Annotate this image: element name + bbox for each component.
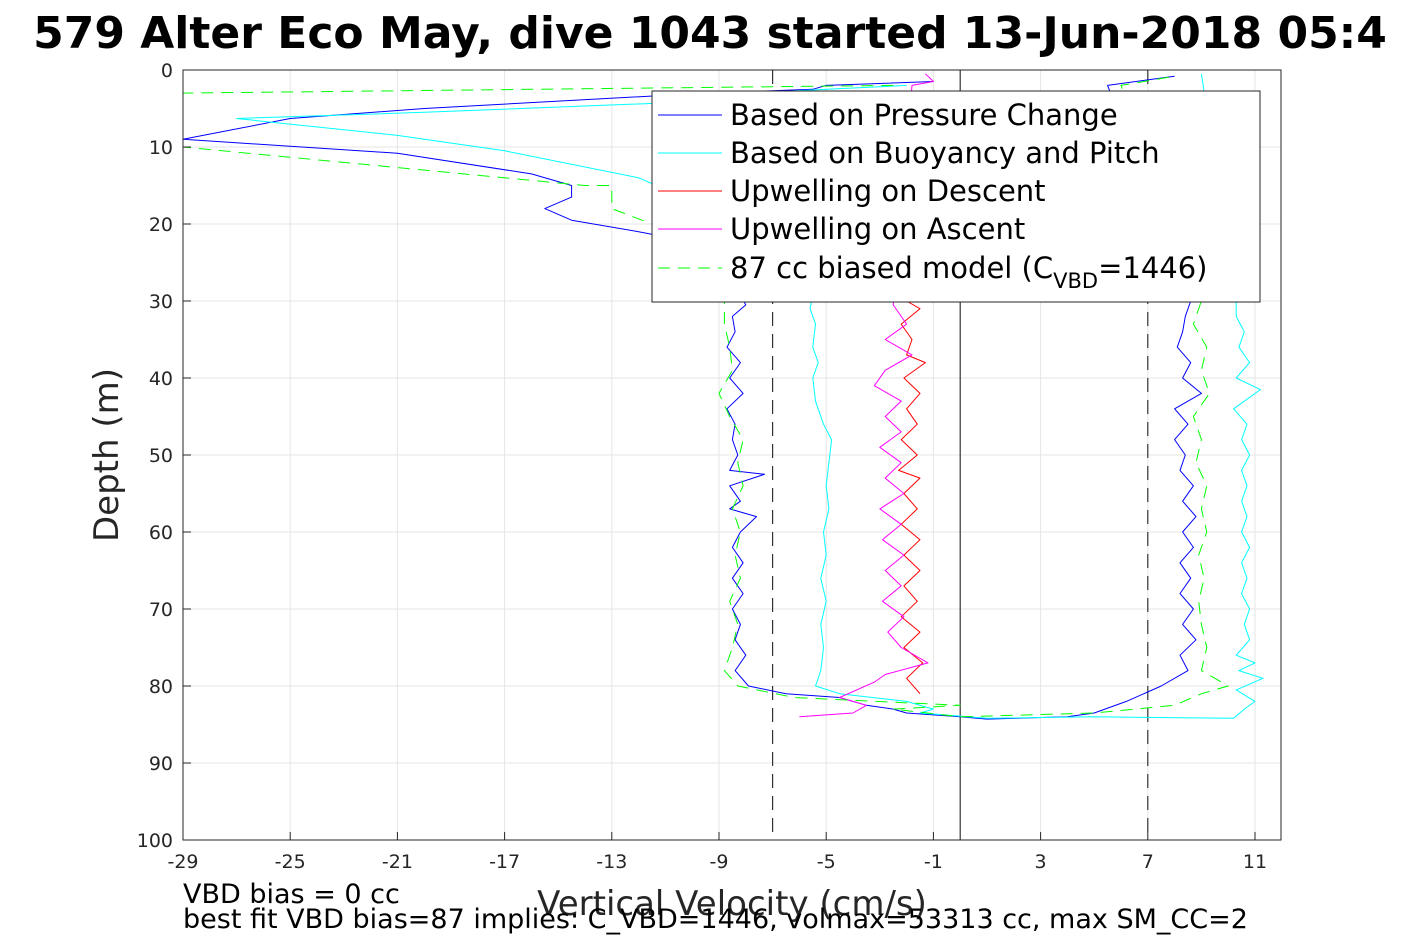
y-tick-label: 90 <box>149 753 173 775</box>
x-tick-label: -29 <box>167 851 198 873</box>
y-tick-label: 0 <box>161 60 173 82</box>
legend-label-model-main: 87 cc biased model (C <box>730 251 1053 285</box>
y-tick-label: 50 <box>149 445 173 467</box>
y-tick-label: 70 <box>149 599 173 621</box>
series-line-ascent <box>799 73 934 718</box>
x-tick-label: -13 <box>596 851 627 873</box>
y-tick-label: 100 <box>137 830 173 852</box>
legend-label-model-tail: =1446) <box>1098 251 1207 285</box>
legend-label-model: 87 cc biased model (CVBD=1446) <box>730 251 1208 293</box>
y-tick-label: 20 <box>149 214 173 236</box>
x-axis-ticks: -29 -25 -21 -17 -13 -9 -5 -1 3 7 11 <box>167 832 1267 873</box>
x-tick-label: -25 <box>275 851 306 873</box>
note-vbd-bias: VBD bias = 0 cc <box>183 879 400 910</box>
y-tick-label: 30 <box>149 291 173 313</box>
legend-label-buoyancy: Based on Buoyancy and Pitch <box>730 136 1160 170</box>
x-tick-label: -9 <box>710 851 729 873</box>
legend-label-model-sub: VBD <box>1053 269 1098 293</box>
legend: Based on Pressure Change Based on Buoyan… <box>651 90 1261 303</box>
x-tick-label: -21 <box>382 851 413 873</box>
legend-label-descent: Upwelling on Descent <box>730 174 1046 208</box>
legend-label-pressure: Based on Pressure Change <box>730 98 1118 132</box>
x-tick-label: -17 <box>489 851 520 873</box>
chart-title: 579 Alter Eco May, dive 1043 started 13-… <box>33 8 1387 59</box>
x-tick-label: 11 <box>1243 851 1267 873</box>
y-tick-label: 80 <box>149 676 173 698</box>
x-tick-label: -1 <box>924 851 943 873</box>
legend-label-ascent: Upwelling on Ascent <box>730 212 1025 246</box>
y-tick-label: 10 <box>149 137 173 159</box>
x-tick-label: 7 <box>1142 851 1154 873</box>
y-tick-label: 40 <box>149 368 173 390</box>
y-axis-label: Depth (m) <box>87 368 127 542</box>
y-tick-label: 60 <box>149 522 173 544</box>
legend-box <box>651 90 1261 303</box>
x-tick-label: 3 <box>1035 851 1047 873</box>
x-tick-label: -5 <box>817 851 836 873</box>
note-best-fit: best fit VBD bias=87 implies: C_VBD=1446… <box>183 904 1248 935</box>
x-axis-label: Vertical Velocity (cm/s) <box>537 884 927 924</box>
series-line-descent <box>898 300 926 695</box>
y-axis-ticks: 0 10 20 30 40 50 60 70 80 90 100 <box>137 60 191 852</box>
